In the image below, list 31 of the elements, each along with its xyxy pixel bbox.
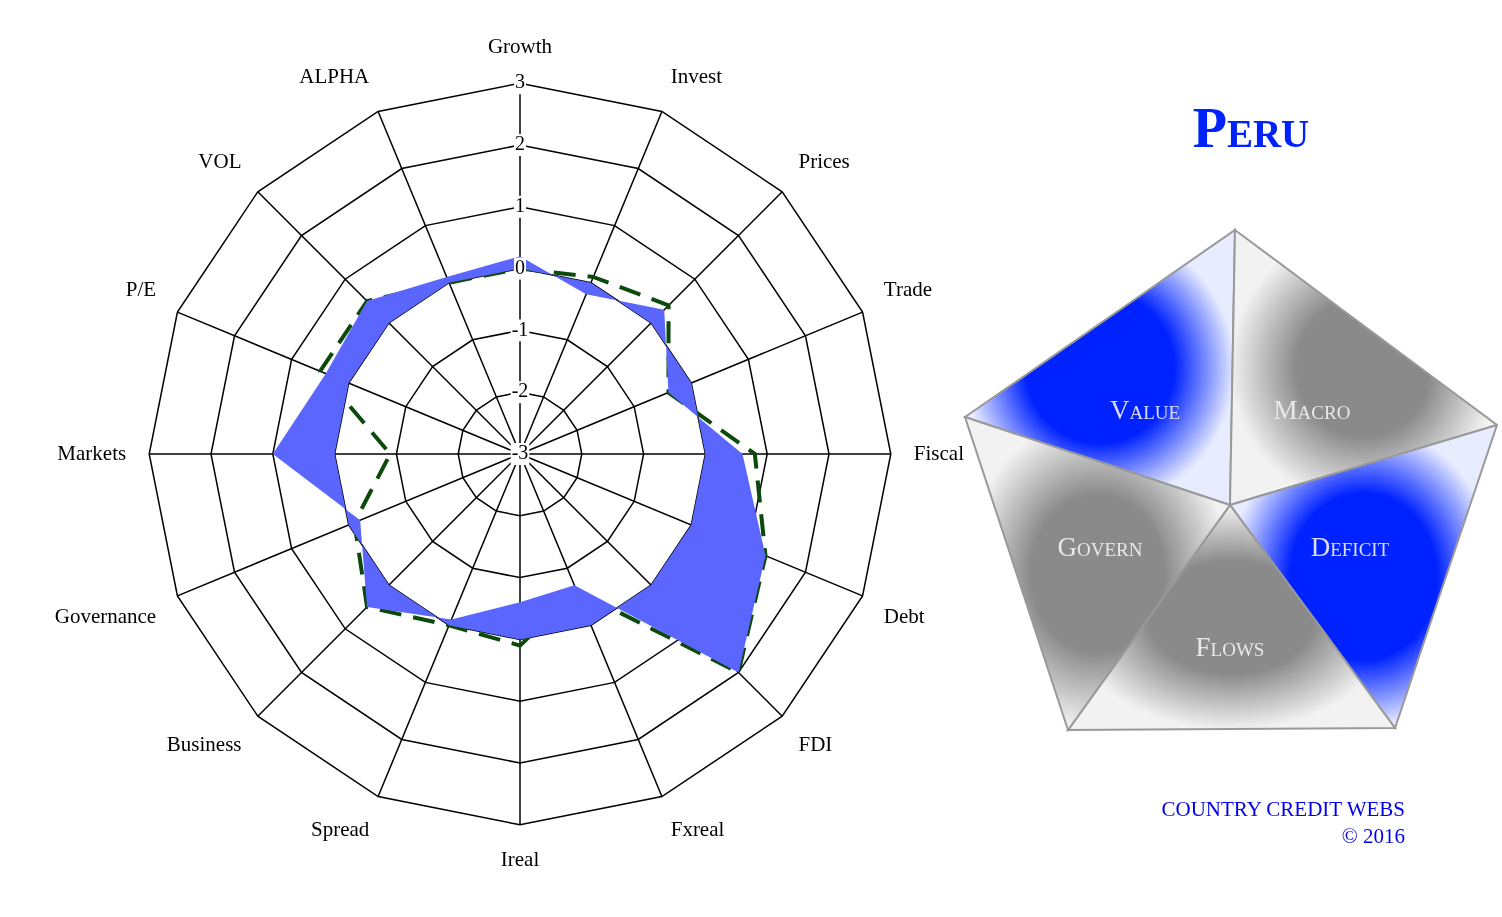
spoke-label: Fiscal xyxy=(913,440,965,465)
spoke-label: Prices xyxy=(798,149,850,174)
text: COUNTRY CREDIT WEBS xyxy=(1160,796,1405,823)
y-tick-label: 0 xyxy=(515,255,525,278)
spoke-label: ALPHA xyxy=(299,64,371,89)
spoke-label: Business xyxy=(166,731,242,756)
spoke-label: Ireal xyxy=(500,846,540,871)
spoke-label: Growth xyxy=(487,34,553,59)
spoke-label: Trade xyxy=(883,277,933,302)
y-tick-label: 1 xyxy=(515,194,525,217)
text: © 2016 xyxy=(1340,823,1405,850)
spoke-label: FDI xyxy=(798,731,833,756)
y-tick-label: -3 xyxy=(511,441,529,464)
spoke-label: Fxreal xyxy=(670,816,725,841)
text: Flows xyxy=(1194,631,1266,663)
text: Peru xyxy=(1191,97,1311,159)
spoke-label: Spread xyxy=(310,816,370,841)
spoke-label: Invest xyxy=(670,64,723,89)
text: Govern xyxy=(1056,531,1144,563)
y-tick-label: -2 xyxy=(511,379,529,402)
y-tick-label: 3 xyxy=(515,70,525,93)
spoke-label: VOL xyxy=(198,149,242,174)
spoke-label: Markets xyxy=(57,440,127,465)
y-tick-label: 2 xyxy=(515,132,525,155)
y-tick-label: -1 xyxy=(511,317,529,340)
spoke-label: P/E xyxy=(125,277,157,302)
text: Deficit xyxy=(1309,531,1391,563)
text: Value xyxy=(1108,394,1182,426)
spoke-label: Debt xyxy=(883,603,925,628)
spoke-label: Governance xyxy=(54,603,157,628)
text: Macro xyxy=(1272,394,1352,426)
